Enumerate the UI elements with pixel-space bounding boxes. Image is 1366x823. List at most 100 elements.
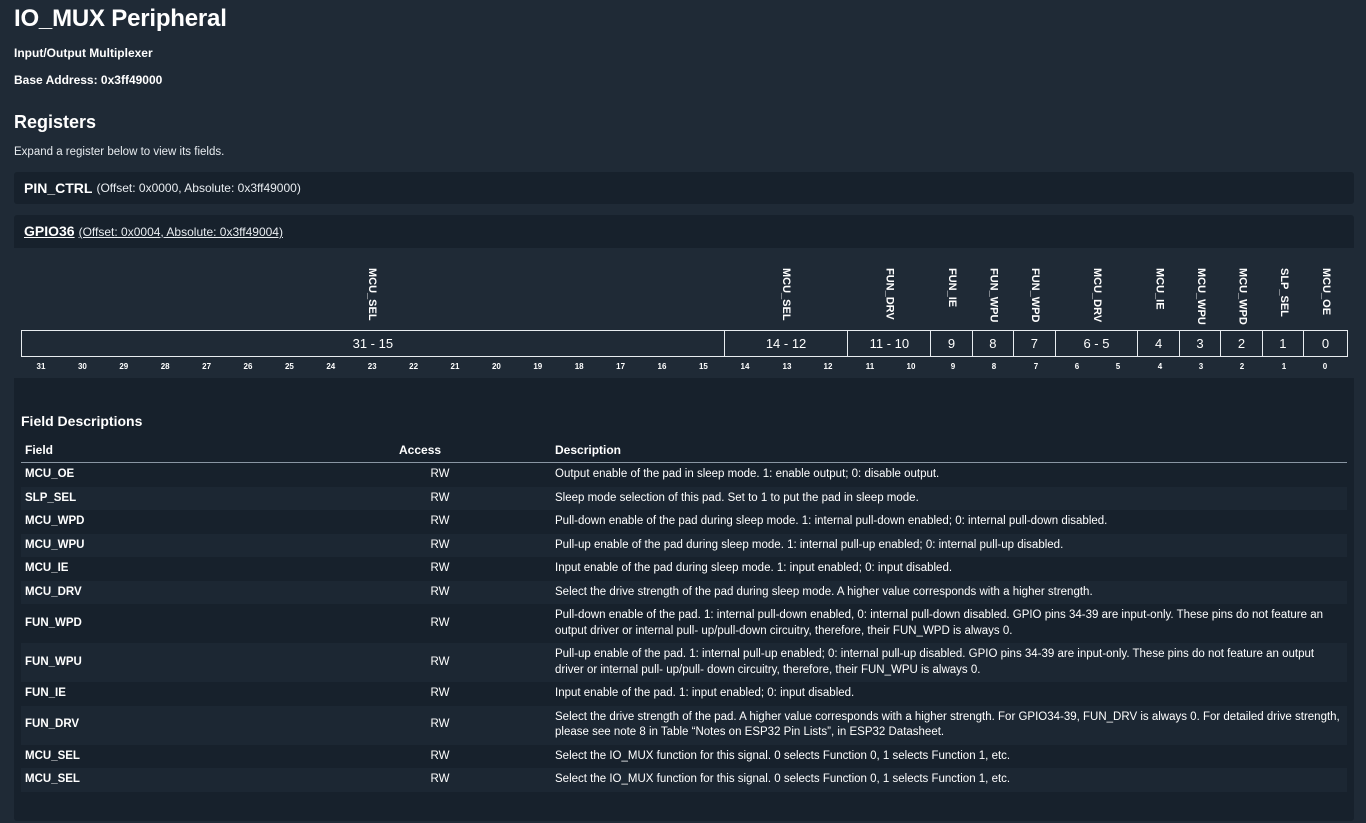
cell-field: MCU_SEL: [21, 768, 395, 792]
bit-number: 8: [991, 362, 997, 371]
page-subtitle: Input/Output Multiplexer: [14, 46, 153, 60]
cell-access: RW: [395, 604, 551, 643]
cell-field: MCU_WPU: [21, 533, 395, 557]
bit-number: 19: [533, 362, 543, 371]
cell-access: RW: [395, 705, 551, 745]
table-row: MCU_OE RW Output enable of the pad in slee…: [21, 462, 1347, 487]
bit-number: 11: [865, 362, 875, 371]
bitfield-label: MCU_DRV: [1091, 268, 1103, 323]
table-header-row: Field Access Description: [21, 439, 1347, 463]
bitfield-label: MCU_IE: [1153, 268, 1166, 310]
bit-number: 10: [906, 362, 916, 371]
column-access: Access: [395, 439, 551, 463]
bit-number: 12: [823, 362, 833, 371]
page-title: IO_MUX Peripheral: [14, 5, 227, 32]
cell-field: FUN_WPD: [21, 604, 395, 643]
register-header[interactable]: GPIO36 (Offset: 0x0004, Absolute: 0x3ff4…: [24, 223, 283, 239]
cell-field: FUN_WPU: [21, 643, 395, 682]
table-row: FUN_DRV RW Select the drive strength of th…: [21, 705, 1347, 745]
bit-number: 25: [284, 362, 294, 371]
bit-number: 1: [1281, 362, 1287, 371]
cell-access: RW: [395, 682, 551, 706]
bitfield-label: FUN_WPU: [987, 268, 1000, 323]
cell-field: MCU_IE: [21, 557, 395, 581]
bitfield-cell: 11 - 10: [848, 331, 932, 356]
bit-number: 20: [491, 362, 501, 371]
cell-description: Input enable of the pad. 1: input enable…: [551, 682, 1347, 706]
cell-description: Pull-up enable of the pad. 1: internal p…: [551, 643, 1347, 682]
bitfield-cell: 6 - 5: [1056, 331, 1139, 356]
table-row: MCU_DRV RW Select the drive strength of th…: [21, 580, 1347, 604]
cell-access: RW: [395, 533, 551, 557]
bitfield-cell: 4: [1138, 331, 1180, 356]
bitfield-label: FUN_IE: [945, 268, 958, 308]
cell-field: FUN_DRV: [21, 705, 395, 745]
cell-access: RW: [395, 643, 551, 682]
bitfield-cell: 31 - 15: [22, 331, 725, 356]
bitfield-cell: 7: [1014, 331, 1056, 356]
cell-access: RW: [395, 510, 551, 534]
register-pin-ctrl[interactable]: PIN_CTRL (Offset: 0x0000, Absolute: 0x3f…: [14, 172, 1354, 204]
cell-access: RW: [395, 462, 551, 487]
base-address: Base Address: 0x3ff49000: [14, 73, 163, 87]
register-gpio36: GPIO36 (Offset: 0x0004, Absolute: 0x3ff4…: [14, 215, 1354, 821]
bit-number: 15: [698, 362, 708, 371]
table-row: MCU_SEL RW Select the IO_MUX function for …: [21, 768, 1347, 792]
bit-number: 30: [77, 362, 87, 371]
bitfield-label: MCU_WPD: [1236, 268, 1249, 325]
table-row: MCU_SEL RW Select the IO_MUX function for …: [21, 744, 1347, 768]
bit-number: 29: [119, 362, 129, 371]
table-row: FUN_WPD RW Pull-down enable of the pad. 1:…: [21, 604, 1347, 643]
cell-description: Select the drive strength of the pad dur…: [551, 580, 1347, 604]
column-field: Field: [21, 439, 395, 463]
bit-number: 23: [367, 362, 377, 371]
registers-heading: Registers: [14, 112, 97, 132]
bit-number: 28: [160, 362, 170, 371]
bitfield-cell: 2: [1221, 331, 1263, 356]
bit-number: 26: [243, 362, 253, 371]
bit-number: 13: [782, 362, 792, 371]
field-descriptions-heading: Field Descriptions: [21, 413, 143, 429]
cell-access: RW: [395, 768, 551, 792]
table-row: FUN_WPU RW Pull-up enable of the pad. 1: i…: [21, 643, 1347, 682]
bitfield-cell: 14 - 12: [725, 331, 849, 356]
bitfield-cell: 3: [1180, 331, 1222, 356]
bitfield-label: FUN_DRV: [883, 268, 896, 320]
bit-number: 16: [657, 362, 667, 371]
bit-number: 18: [574, 362, 584, 371]
bit-number: 21: [450, 362, 460, 371]
registers-hint: Expand a register below to view its fiel…: [14, 146, 225, 158]
cell-access: RW: [395, 557, 551, 581]
bitfield-cell: 1: [1263, 331, 1305, 356]
bit-number: 14: [740, 362, 750, 371]
cell-description: Select the drive strength of the pad. A …: [551, 705, 1347, 745]
cell-field: MCU_WPD: [21, 510, 395, 534]
bit-number: 22: [409, 362, 419, 371]
bit-number: 6: [1074, 362, 1080, 371]
cell-description: Pull-down enable of the pad during sleep…: [551, 510, 1347, 534]
bit-number: 9: [950, 362, 956, 371]
table-row: FUN_IE RW Input enable of the pad. 1: inpu…: [21, 682, 1347, 706]
column-description: Description: [551, 439, 1347, 463]
bit-number: 24: [326, 362, 336, 371]
bit-number: 3: [1198, 362, 1204, 371]
bitfield-label: FUN_WPD: [1028, 268, 1041, 323]
field-descriptions-table: Field Access Description MCU_OE RW Output …: [21, 439, 1347, 792]
table-row: MCU_WPU RW Pull-up enable of the pad durin…: [21, 533, 1347, 557]
bitfield-label: MCU_WPU: [1194, 268, 1207, 325]
bitfield-cell: 0: [1321, 336, 1330, 351]
table-row: MCU_WPD RW Pull-down enable of the pad dur…: [21, 510, 1347, 534]
table-row: MCU_IE RW Input enable of the pad during s…: [21, 557, 1347, 581]
cell-field: MCU_DRV: [21, 580, 395, 604]
bit-number: 0: [1322, 362, 1328, 371]
cell-access: RW: [395, 580, 551, 604]
cell-field: MCU_SEL: [21, 744, 395, 768]
register-name: PIN_CTRL: [24, 180, 93, 196]
cell-description: Pull-up enable of the pad during sleep m…: [551, 533, 1347, 557]
cell-description: Pull-down enable of the pad. 1: internal…: [551, 604, 1347, 643]
cell-description: Select the IO_MUX function for this sign…: [551, 744, 1347, 768]
register-name: GPIO36: [24, 223, 75, 239]
bit-number: 7: [1033, 362, 1039, 371]
cell-description: Sleep mode selection of this pad. Set to…: [551, 486, 1347, 510]
cell-access: RW: [395, 486, 551, 510]
